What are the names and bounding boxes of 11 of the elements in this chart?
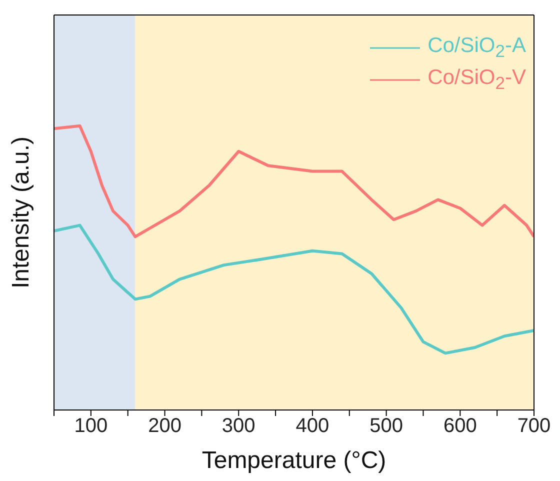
- y-axis-title: Intensity (a.u.): [8, 136, 35, 289]
- x-tick-label: 500: [370, 415, 403, 438]
- x-tick-label: 200: [148, 415, 182, 438]
- legend-label: Co/SiO$_{2}$-A: [428, 34, 526, 62]
- x-tick-label: 100: [74, 415, 108, 438]
- x-tick-label: 300: [222, 415, 256, 438]
- x-tick-label: 700: [517, 415, 551, 438]
- x-tick-label: 600: [443, 415, 477, 438]
- x-axis-title: Temperature (°C): [202, 447, 386, 474]
- x-tick-label: 400: [296, 415, 330, 438]
- legend-label: Co/SiO$_{2}$-V: [428, 66, 526, 94]
